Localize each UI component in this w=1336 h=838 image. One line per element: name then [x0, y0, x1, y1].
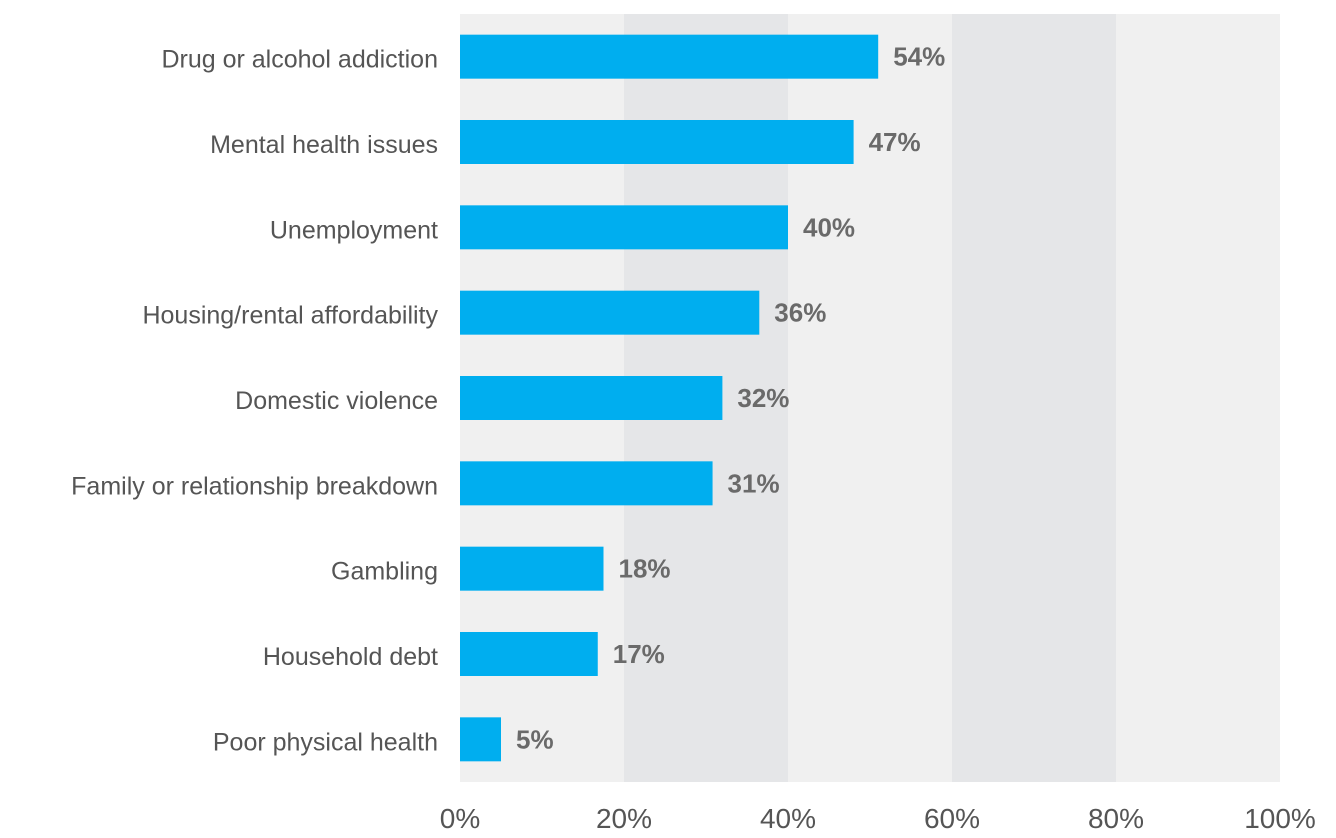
value-label: 54%	[893, 42, 945, 72]
bar	[460, 120, 854, 164]
category-label: Drug or alcohol addiction	[161, 46, 438, 74]
value-label: 31%	[728, 468, 780, 498]
value-label: 5%	[516, 724, 554, 754]
value-label: 36%	[774, 298, 826, 328]
bar	[460, 632, 598, 676]
bars	[460, 34, 879, 762]
category-label: Poor physical health	[213, 728, 438, 756]
value-labels: 54% 47% 40% 36% 32% 31% 18% 17% 5%	[516, 42, 945, 755]
bar	[460, 34, 879, 79]
bar	[460, 290, 760, 335]
background-band	[1116, 14, 1280, 782]
value-label: 18%	[619, 554, 671, 584]
bar	[460, 205, 788, 250]
bar	[460, 546, 604, 591]
bar	[460, 376, 723, 420]
value-label: 17%	[613, 639, 665, 669]
category-label: Housing/rental affordability	[142, 302, 438, 330]
category-label: Household debt	[263, 643, 438, 671]
category-label: Unemployment	[270, 216, 438, 244]
category-label: Gambling	[331, 558, 438, 586]
x-tick-label: 80%	[1088, 803, 1144, 834]
bar	[460, 461, 713, 506]
category-label: Family or relationship breakdown	[71, 472, 438, 500]
value-label: 47%	[869, 127, 921, 157]
value-label: 40%	[803, 212, 855, 242]
x-axis-ticks: 0% 20% 40% 60% 80% 100%	[440, 803, 1316, 834]
category-labels: Drug or alcohol addiction Mental health i…	[71, 46, 438, 757]
category-label: Mental health issues	[210, 131, 438, 159]
x-tick-label: 100%	[1244, 803, 1316, 834]
category-label: Domestic violence	[235, 387, 438, 415]
value-label: 32%	[737, 383, 789, 413]
bar	[460, 717, 501, 762]
x-tick-label: 40%	[760, 803, 816, 834]
x-tick-label: 60%	[924, 803, 980, 834]
x-tick-label: 0%	[440, 803, 480, 834]
background-band	[952, 14, 1116, 782]
x-tick-label: 20%	[596, 803, 652, 834]
